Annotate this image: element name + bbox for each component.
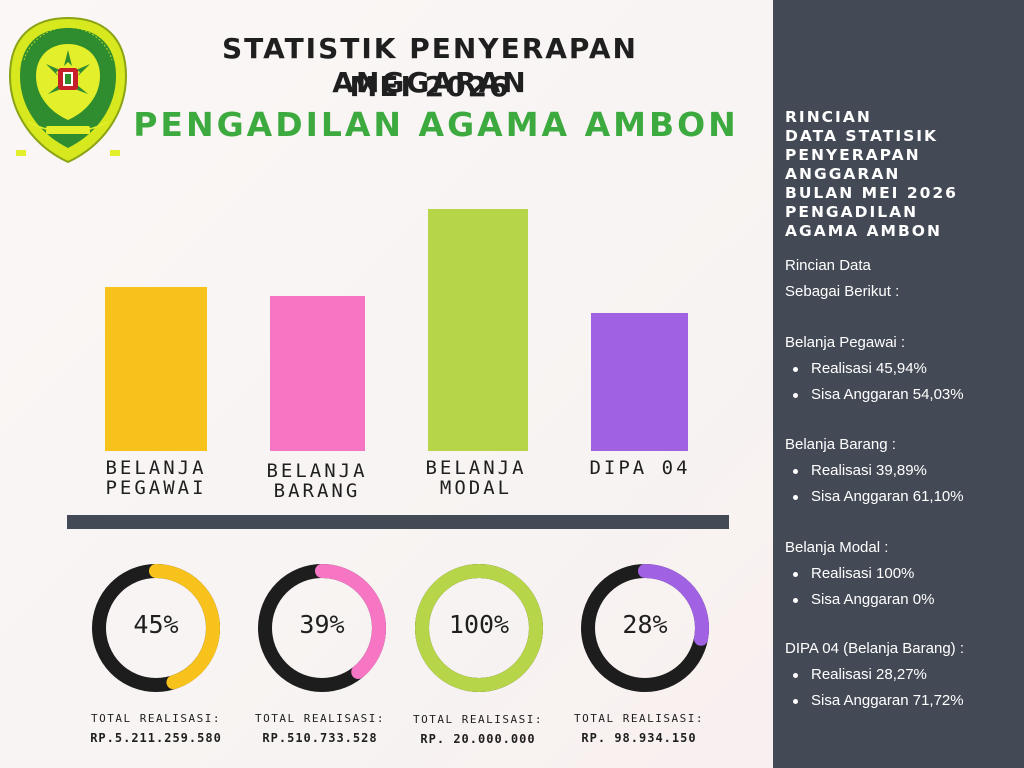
bar-label-belanja-barang: BELANJA BARANG xyxy=(266,460,368,502)
donut-arc xyxy=(258,564,386,692)
sidebar-section-barang: Belanja Barang : Realisasi 39,89% Sisa A… xyxy=(785,432,1020,510)
list-item: Sisa Anggaran 0% xyxy=(793,587,1020,613)
sidebar-intro: Rincian Data Sebagai Berikut : xyxy=(785,257,900,300)
bar-belanja-pegawai xyxy=(105,287,207,451)
donut-belanja-modal xyxy=(415,564,543,692)
donut-percent-label: 45% xyxy=(133,610,179,639)
sidebar-section-pegawai: Belanja Pegawai : Realisasi 45,94% Sisa … xyxy=(785,330,1020,408)
total-value: RP. 20.000.000 xyxy=(420,732,536,746)
bar-belanja-modal xyxy=(428,209,528,451)
bar-dipa-04 xyxy=(591,313,688,451)
total-value: RP.5.211.259.580 xyxy=(90,731,222,745)
donut-belanja-pegawai xyxy=(92,564,220,692)
donut-percent-label: 28% xyxy=(622,610,668,639)
sidebar-title: RINCIAN DATA STATISIK PENYERAPAN ANGGARA… xyxy=(785,108,958,240)
list-item: Realisasi 39,89% xyxy=(793,458,1020,484)
donut-arc xyxy=(415,564,543,692)
bar-chart: BELANJA PEGAWAI BELANJA BARANG BELANJA MODA… xyxy=(105,209,691,502)
bar-label-belanja-pegawai: BELANJA PEGAWAI xyxy=(105,457,207,499)
total-label: TOTAL REALISASI: xyxy=(91,712,221,725)
bar-label-dipa-04: DIPA 04 xyxy=(589,457,691,479)
list-item: Realisasi 28,27% xyxy=(793,662,1020,688)
title-line-1: STATISTIK PENYERAPAN ANGGARAN xyxy=(221,32,638,99)
sidebar-section-modal: Belanja Modal : Realisasi 100% Sisa Angg… xyxy=(785,535,1020,613)
court-emblem-icon xyxy=(8,16,128,164)
bar-belanja-barang xyxy=(270,296,365,451)
main-panel: STATISTIK PENYERAPAN ANGGARAN MEI 2026 P… xyxy=(8,16,739,746)
donut-dipa-04 xyxy=(581,564,709,692)
divider-bar xyxy=(67,515,729,529)
list-item: Sisa Anggaran 54,03% xyxy=(793,382,1020,408)
donut-arc xyxy=(92,564,220,692)
bar-label-belanja-modal: BELANJA MODAL xyxy=(425,457,527,499)
list-item: Realisasi 100% xyxy=(793,561,1020,587)
title-line-3: PENGADILAN AGAMA AMBON xyxy=(133,105,739,144)
list-item: Realisasi 45,94% xyxy=(793,356,1020,382)
total-label: TOTAL REALISASI: xyxy=(255,712,385,725)
donut-arc xyxy=(581,564,709,692)
title-line-2: MEI 2026 xyxy=(349,70,511,103)
list-item: Sisa Anggaran 71,72% xyxy=(793,688,1020,714)
total-label: TOTAL REALISASI: xyxy=(413,713,543,726)
donut-percent-label: 100% xyxy=(448,610,510,639)
total-value: RP. 98.934.150 xyxy=(581,731,697,745)
sidebar-panel: RINCIAN DATA STATISIK PENYERAPAN ANGGARA… xyxy=(773,0,1024,768)
total-value: RP.510.733.528 xyxy=(262,731,378,745)
sidebar-section-dipa: DIPA 04 (Belanja Barang) : Realisasi 28,… xyxy=(785,636,1020,714)
donut-percent-label: 39% xyxy=(299,610,345,639)
list-item: Sisa Anggaran 61,10% xyxy=(793,484,1020,510)
total-label: TOTAL REALISASI: xyxy=(574,712,704,725)
donut-belanja-barang xyxy=(258,564,386,692)
